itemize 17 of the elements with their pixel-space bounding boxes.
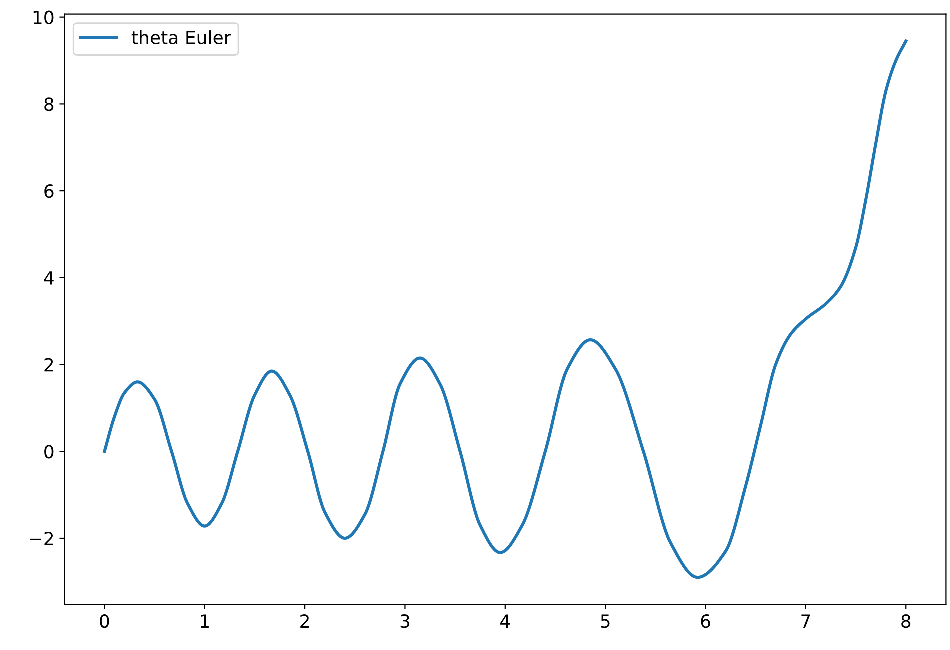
x-tick-label: 4	[500, 614, 510, 628]
x-tick-label: 6	[701, 614, 710, 628]
y-tick-label: 8	[44, 98, 54, 112]
x-tick-label: 1	[201, 614, 209, 628]
y-tick-label: 0	[44, 445, 54, 459]
x-tick-label: 7	[802, 614, 810, 628]
y-tick-label: 2	[44, 358, 54, 372]
y-tick-label: −2	[30, 532, 54, 546]
y-tick-label: 6	[44, 184, 54, 198]
x-tick-label: 8	[902, 614, 911, 628]
y-tick-label: 10	[34, 10, 54, 24]
x-tick-label: 3	[400, 614, 410, 628]
x-tick-label: 5	[601, 614, 610, 628]
y-tick-label: 4	[44, 272, 54, 285]
legend-label: theta Euler	[132, 30, 232, 45]
x-tick-label: 2	[300, 614, 309, 628]
x-tick-label: 0	[100, 614, 110, 628]
